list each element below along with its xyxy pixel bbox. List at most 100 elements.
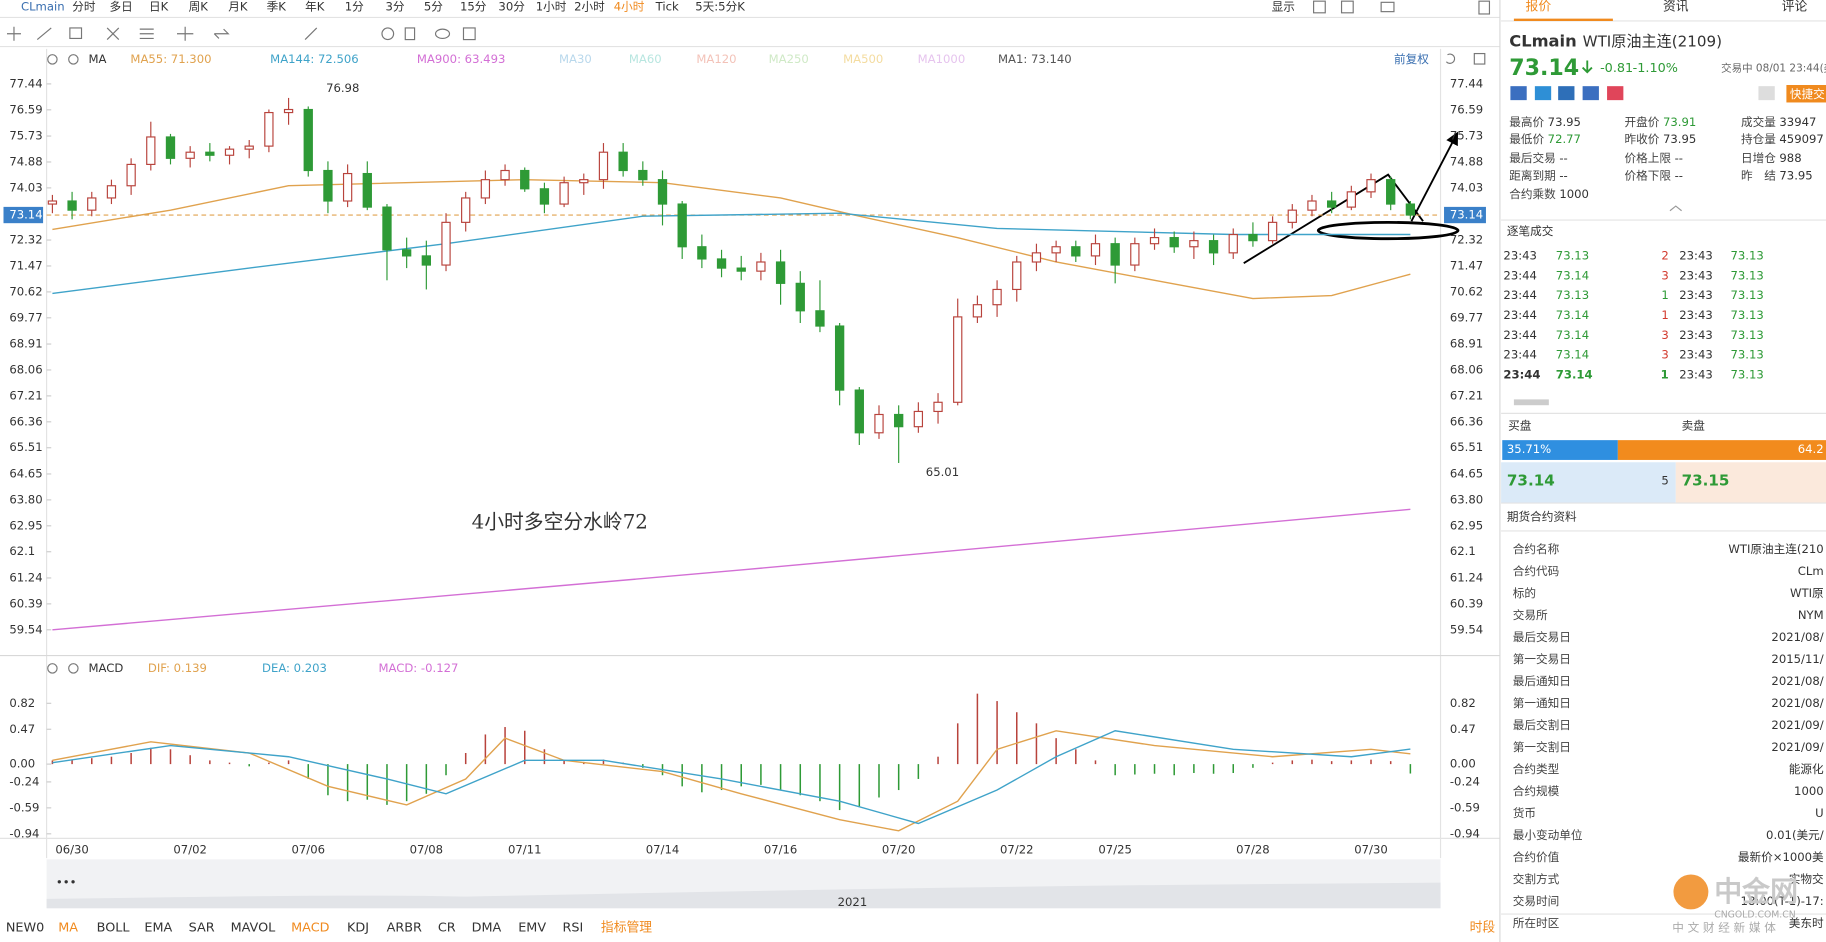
period-tab[interactable]: 年K xyxy=(305,0,325,13)
quick-trade[interactable]: 快捷交 xyxy=(1790,87,1825,101)
quote-tab[interactable]: 评论 xyxy=(1782,0,1808,14)
favorite-icon[interactable] xyxy=(1607,86,1624,101)
indicator-tab[interactable]: DMA xyxy=(472,921,502,936)
quote-name: WTI原油主连(2109) xyxy=(1583,32,1722,50)
tool-icon[interactable] xyxy=(6,26,21,41)
expand-icon[interactable] xyxy=(1473,52,1486,65)
tool-icon[interactable] xyxy=(304,27,318,41)
indicator-tab[interactable]: MAVOL xyxy=(231,921,277,936)
stat-value: 988 xyxy=(1779,151,1801,165)
icon[interactable] xyxy=(1534,86,1552,101)
quote-tab[interactable]: 报价 xyxy=(1526,0,1552,14)
checkbox-icon[interactable] xyxy=(1340,0,1354,14)
period-tab[interactable]: 多日 xyxy=(109,0,132,13)
period-tab[interactable]: 1小时 xyxy=(536,0,567,13)
period-tab[interactable]: 季K xyxy=(267,0,287,13)
candle-body xyxy=(579,179,589,184)
indicator-tab[interactable]: MACD xyxy=(291,921,330,936)
icon[interactable] xyxy=(1582,86,1599,101)
session-button[interactable]: 时段 xyxy=(1470,921,1496,936)
tool-icon[interactable] xyxy=(139,28,154,40)
period-tab[interactable]: 3分 xyxy=(385,0,404,13)
tool-icon[interactable] xyxy=(213,28,230,39)
legend-item[interactable]: MACD: -0.127 xyxy=(378,661,458,675)
indicator-tab[interactable]: EMA xyxy=(144,921,172,936)
legend-item[interactable]: MA30 xyxy=(559,52,592,66)
indicator-tab[interactable]: RSI xyxy=(562,921,583,936)
quick-trade-button[interactable] xyxy=(1786,85,1826,103)
period-tab[interactable]: 15分 xyxy=(460,0,487,13)
period-tab[interactable]: 分时 xyxy=(72,0,96,13)
period-tab[interactable]: 5天:5分K xyxy=(695,0,745,13)
indicator-tab[interactable]: SAR xyxy=(189,921,215,936)
last-price-label: 73.14 xyxy=(1450,208,1483,222)
collapse-icon[interactable] xyxy=(1669,205,1682,212)
legend-item[interactable]: DEA: 0.203 xyxy=(262,661,327,675)
legend-item[interactable]: MA120 xyxy=(696,52,736,66)
indicator-tab[interactable]: NEW0 xyxy=(6,921,44,936)
legend-item[interactable]: MA1: 73.140 xyxy=(998,52,1072,66)
period-tab[interactable]: 日K xyxy=(149,0,169,13)
symbol[interactable]: CLmain xyxy=(21,0,65,13)
period-tab[interactable]: 30分 xyxy=(498,0,525,13)
indicator-tab[interactable]: BOLL xyxy=(97,921,131,936)
legend-item[interactable]: MA250 xyxy=(769,52,809,66)
period-tab[interactable]: Tick xyxy=(655,0,679,13)
legend-item[interactable]: MA1000 xyxy=(918,52,966,66)
layout-icon[interactable] xyxy=(1478,0,1491,15)
tool-icon[interactable] xyxy=(69,27,83,40)
indicator-tab[interactable]: MA xyxy=(58,921,78,936)
legend-item[interactable]: MA55: 71.300 xyxy=(130,52,211,66)
tool-icon[interactable] xyxy=(462,27,476,41)
period-tab[interactable]: 5分 xyxy=(424,0,443,13)
icon[interactable] xyxy=(1558,86,1575,101)
tool-icon[interactable] xyxy=(106,27,120,41)
y-tick-label: 63.80 xyxy=(9,492,42,506)
settings-icon[interactable] xyxy=(47,663,58,674)
y-tick-label: 65.51 xyxy=(1450,440,1483,454)
close-icon[interactable] xyxy=(68,663,79,674)
legend-item[interactable]: MA60 xyxy=(629,52,662,66)
quote-tab[interactable]: 资讯 xyxy=(1663,0,1689,14)
flag-icon[interactable] xyxy=(1510,86,1527,101)
settings-icon[interactable] xyxy=(1313,0,1326,14)
indicator-tab[interactable]: KDJ xyxy=(347,921,369,936)
legend-item[interactable]: MA900: 63.493 xyxy=(417,52,505,66)
drawing-tools[interactable] xyxy=(6,26,476,41)
scrollbar[interactable] xyxy=(1513,399,1549,406)
adjust-button[interactable]: 前复权 xyxy=(1394,52,1429,66)
tool-icon[interactable] xyxy=(177,26,194,41)
tool-icon[interactable] xyxy=(434,28,451,40)
period-tab[interactable]: 2小时 xyxy=(574,0,605,13)
y-tick-label: 71.47 xyxy=(9,258,42,272)
period-tab[interactable]: 月K xyxy=(228,0,248,13)
tool-icon[interactable] xyxy=(404,27,416,41)
display-menu[interactable]: 显示 xyxy=(1272,0,1295,13)
stat-value: 73.95 xyxy=(1663,132,1696,146)
settings-icon[interactable] xyxy=(47,54,58,65)
tool-icon[interactable] xyxy=(381,27,395,41)
camera-icon[interactable] xyxy=(1380,1,1395,13)
indicator-tab[interactable]: ARBR xyxy=(387,921,422,936)
trade-qty: 3 xyxy=(1661,348,1668,362)
alert-icon[interactable] xyxy=(1758,86,1775,101)
panel-icons[interactable] xyxy=(47,0,1491,674)
tool-icon[interactable] xyxy=(36,27,52,41)
legend-item[interactable]: DIF: 0.139 xyxy=(148,661,207,675)
legend-item[interactable]: MA144: 72.506 xyxy=(270,52,358,66)
y-tick-label: 0.00 xyxy=(1450,757,1476,771)
candle-body xyxy=(638,169,648,181)
section-title: 买盘 xyxy=(1508,419,1532,433)
period-tab[interactable]: 1分 xyxy=(345,0,364,13)
period-tab[interactable]: 周K xyxy=(189,0,209,13)
reset-icon[interactable] xyxy=(1445,53,1456,64)
close-icon[interactable] xyxy=(68,54,79,65)
indicator-tab[interactable]: CR xyxy=(438,921,456,936)
indicator-tab[interactable]: 指标管理 xyxy=(601,921,652,936)
indicator-tab[interactable]: EMV xyxy=(518,921,546,936)
period-tab[interactable]: 4小时 xyxy=(614,0,645,13)
legend-item[interactable]: MA500 xyxy=(843,52,883,66)
icon-row[interactable] xyxy=(1510,85,1826,103)
navigator-menu[interactable]: ••• xyxy=(56,875,77,889)
contract-value: 2015/11/ xyxy=(1771,652,1823,666)
